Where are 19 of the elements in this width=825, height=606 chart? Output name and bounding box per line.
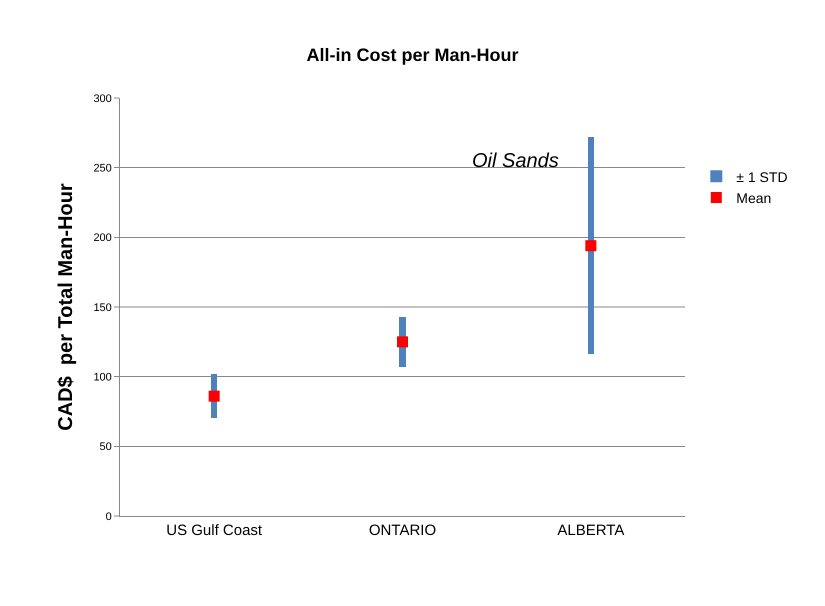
y-tick-label: 300 [93, 92, 112, 105]
x-tick-label: US Gulf Coast [166, 522, 263, 539]
point [585, 240, 596, 252]
y-tick-label: 100 [93, 372, 112, 384]
y-tick-label: 0 [106, 510, 112, 523]
point [397, 336, 408, 348]
legend-label: Mean [736, 190, 772, 206]
x-tick-label: ALBERTA [557, 522, 624, 539]
y-tick-label: 250 [93, 162, 112, 175]
y-tick-label: 50 [100, 441, 112, 454]
bar [588, 137, 594, 354]
annotation: Oil Sands [472, 150, 559, 172]
y-tick-label: 200 [93, 232, 112, 244]
x-tick-label: ONTARIO [368, 522, 436, 539]
y-tick-label: 150 [93, 302, 112, 314]
legend-label: ± 1 STD [736, 168, 788, 185]
y-axis-title: CAD$ per Total Man-Hour [54, 183, 77, 431]
chart-title: All-in Cost per Man-Hour [306, 45, 518, 66]
point [208, 390, 220, 402]
